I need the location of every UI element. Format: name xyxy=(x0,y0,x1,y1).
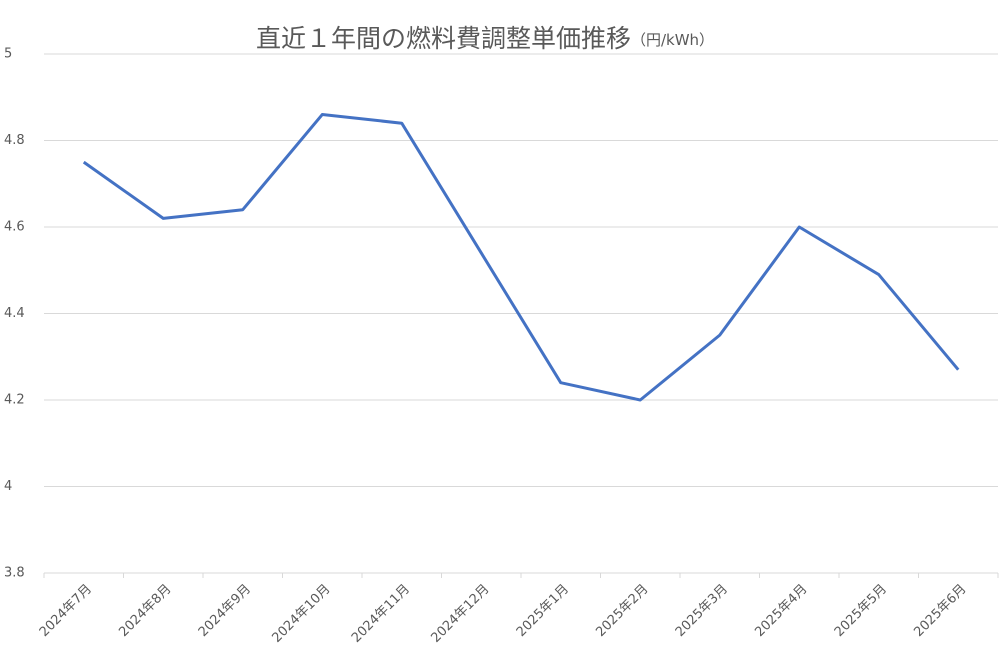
y-tick-label: 4.8 xyxy=(4,133,25,148)
x-tick-label: 2024年10月 xyxy=(269,582,333,646)
y-tick-label: 4.2 xyxy=(4,393,25,408)
x-tick-label: 2025年2月 xyxy=(593,582,651,640)
x-tick-label: 2024年12月 xyxy=(428,582,492,646)
x-tick-label: 2025年1月 xyxy=(514,582,572,640)
y-tick-label: 4.6 xyxy=(4,220,25,235)
x-tick-label: 2025年5月 xyxy=(832,582,890,640)
x-tick-label: 2024年7月 xyxy=(37,582,95,640)
x-tick-label: 2024年9月 xyxy=(196,582,254,640)
data-line xyxy=(82,113,960,402)
x-tick-label: 2025年6月 xyxy=(911,582,969,640)
chart-title: 直近１年間の燃料費調整単価推移 xyxy=(256,24,631,53)
y-tick-label: 4 xyxy=(4,479,12,494)
chart-subtitle: （円/kWh） xyxy=(631,31,714,49)
x-tick-label: 2024年11月 xyxy=(349,582,413,646)
chart-title-group: 直近１年間の燃料費調整単価推移（円/kWh） xyxy=(256,24,714,53)
x-tick-label: 2024年8月 xyxy=(116,582,174,640)
y-tick-label: 3.8 xyxy=(4,566,25,581)
y-tick-label: 4.4 xyxy=(4,306,25,321)
y-tick-label: 5 xyxy=(4,47,12,62)
x-tick-label: 2025年3月 xyxy=(673,582,731,640)
x-tick-label: 2025年4月 xyxy=(752,582,810,640)
